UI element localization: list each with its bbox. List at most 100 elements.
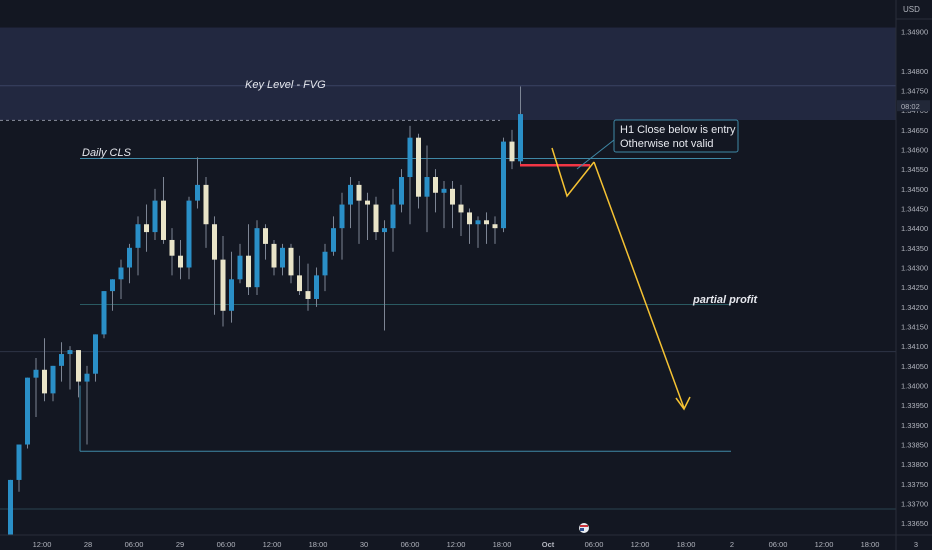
candle-body: [118, 267, 124, 280]
candle-body: [509, 141, 515, 162]
y-tick-label: 1.33950: [901, 401, 928, 410]
candle-body: [450, 188, 455, 205]
candle-body: [288, 247, 294, 276]
y-tick-label: 1.33700: [901, 500, 928, 509]
x-tick-label: 12:00: [631, 540, 650, 549]
candle-body: [407, 137, 413, 178]
candle-body: [475, 220, 481, 225]
y-tick-label: 1.34300: [901, 264, 928, 273]
candle-body: [93, 334, 98, 374]
candle-body: [339, 204, 345, 229]
y-tick-label: 1.34150: [901, 323, 928, 332]
y-tick-label: 1.34400: [901, 224, 928, 233]
y-tick-labels: 1.349001.348001.347501.347001.346501.346…: [901, 27, 928, 528]
candle-body: [67, 350, 73, 355]
candle-body: [416, 137, 421, 197]
candle-body: [390, 204, 396, 229]
candle-body: [518, 114, 523, 162]
y-tick-label: 1.33850: [901, 441, 928, 450]
x-tick-label: 18:00: [309, 540, 328, 549]
candle-body: [203, 184, 209, 225]
candle-body: [8, 479, 13, 535]
currency-label: USD: [903, 5, 920, 14]
x-tick-label: 12:00: [815, 540, 834, 549]
y-tick-label: 1.34050: [901, 362, 928, 371]
candle-body: [229, 279, 234, 311]
candle-body: [178, 255, 183, 268]
candle-body: [84, 373, 90, 382]
y-tick-label: 1.34500: [901, 185, 928, 194]
candle-body: [331, 228, 336, 252]
x-tick-label: 06:00: [585, 540, 604, 549]
candle-body: [254, 228, 260, 288]
y-tick-label: 1.34750: [901, 86, 928, 95]
candle-body: [484, 220, 489, 225]
candle-body: [110, 279, 115, 292]
candle-body: [458, 204, 464, 213]
candle-body: [42, 369, 47, 394]
fvg-zone: [0, 27, 896, 120]
x-tick-labels: 12:00 28 06:00 29 06:00 12:00 18:00 30 06:00 12:0…: [33, 540, 918, 549]
candle-body: [263, 228, 268, 244]
x-tick-label: 2: [730, 540, 734, 549]
y-tick-label: 1.33650: [901, 519, 928, 528]
candle-body: [271, 243, 277, 268]
candle-body: [373, 204, 379, 233]
candle-body: [348, 184, 353, 205]
y-tick-label: 1.34450: [901, 204, 928, 213]
y-tick-label: 1.34100: [901, 342, 928, 351]
x-tick-label: 12:00: [263, 540, 282, 549]
callout-box: [613, 119, 739, 153]
candle-body: [280, 247, 285, 268]
candle-body: [169, 239, 175, 256]
x-tick-label: 28: [84, 540, 92, 549]
candle-body: [135, 224, 141, 248]
candle-body: [501, 141, 506, 229]
candle-body: [365, 200, 370, 205]
event-flag-corner: [580, 528, 584, 531]
y-tick-label: 1.33900: [901, 421, 928, 430]
candle-body: [467, 212, 472, 225]
price-axis[interactable]: [896, 0, 932, 550]
candle-body: [186, 200, 192, 268]
candle-body: [314, 275, 319, 299]
candle-body: [433, 177, 438, 193]
candle-body: [50, 365, 56, 394]
y-tick-label: 1.34250: [901, 283, 928, 292]
candle-body: [101, 291, 107, 335]
candle-body: [297, 275, 302, 292]
event-flag-stripe: [580, 525, 588, 527]
daily-cls-label: Daily CLS: [82, 147, 132, 159]
y-tick-label: 1.34350: [901, 244, 928, 253]
candle-body: [237, 255, 243, 280]
candle-body: [16, 444, 22, 480]
candle-body: [399, 177, 404, 205]
candle-body: [59, 354, 64, 366]
candle-body: [424, 177, 430, 197]
candle-body: [246, 255, 251, 288]
fvg-label: Key Level - FVG: [245, 79, 326, 91]
callout-line-2: Otherwise not valid: [620, 138, 714, 150]
candle-body: [220, 259, 226, 311]
projection-leg: [593, 161, 685, 409]
y-tick-label: 1.34900: [901, 27, 928, 36]
candle-body: [144, 224, 149, 233]
x-tick-label: Oct: [542, 540, 555, 549]
candles: [8, 86, 523, 535]
x-tick-label: 18:00: [861, 540, 880, 549]
candle-body: [441, 188, 447, 193]
y-tick-label: 1.33800: [901, 460, 928, 469]
x-tick-label: 18:00: [493, 540, 512, 549]
price-tag-label: 08:02: [901, 102, 920, 111]
x-tick-label: 18:00: [677, 540, 696, 549]
x-tick-label: 12:00: [33, 540, 52, 549]
candle-body: [382, 228, 387, 233]
candle-body: [161, 200, 166, 240]
projection-zigzag: [551, 147, 595, 198]
x-tick-label: 06:00: [217, 540, 236, 549]
candle-body: [33, 369, 39, 378]
projection-arrowhead: [675, 396, 691, 411]
y-tick-label: 1.34550: [901, 165, 928, 174]
candle-body: [152, 200, 158, 233]
